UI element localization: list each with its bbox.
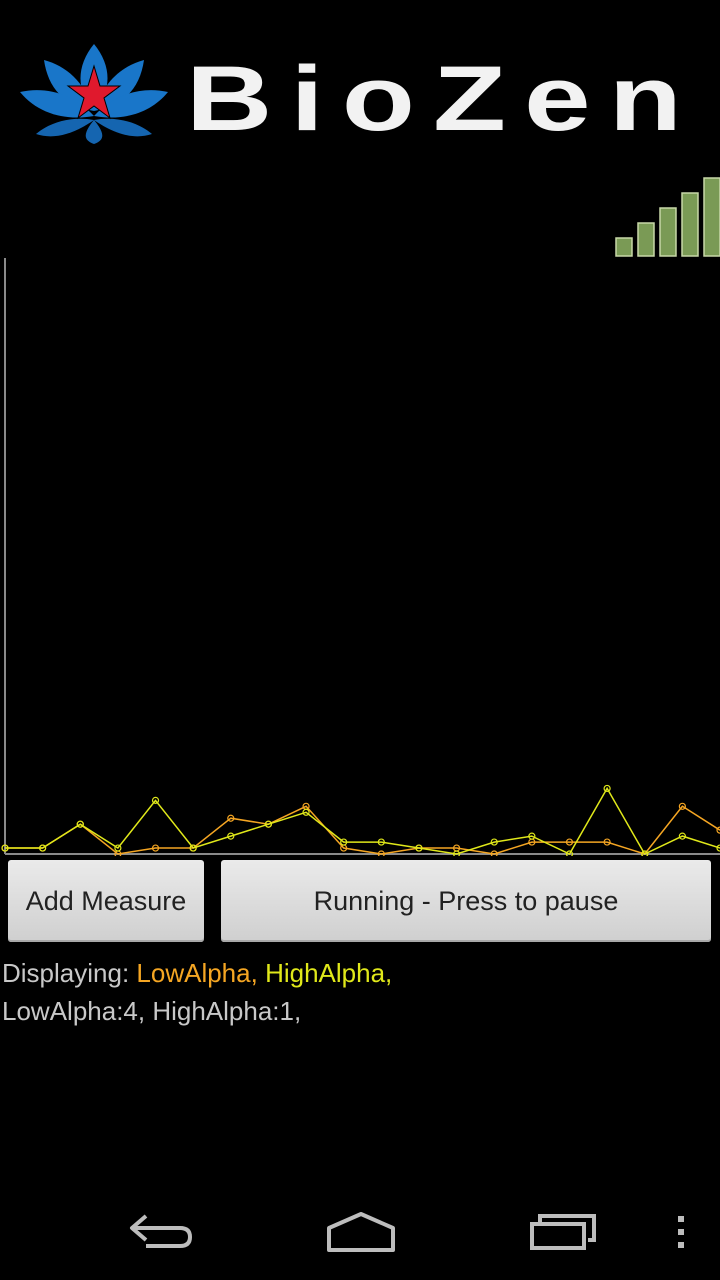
data-point [76, 820, 84, 828]
series-label-separator [258, 958, 265, 988]
logo-wordmark: BioZen [186, 48, 700, 148]
data-point [452, 850, 461, 856]
home-button[interactable] [318, 1202, 404, 1262]
series-line-0 [5, 805, 720, 855]
data-point [189, 844, 197, 852]
signal-strength-icon [615, 177, 720, 257]
displaying-label: Displaying: [2, 958, 137, 988]
series-line-1 [5, 786, 720, 855]
data-point [377, 838, 385, 846]
signal-bar [681, 192, 699, 257]
chart-series [1, 784, 720, 856]
data-point [490, 850, 498, 856]
data-point [603, 838, 611, 846]
data-point [678, 802, 686, 810]
series-label-low-alpha: LowAlpha, [136, 958, 258, 988]
recent-apps-button[interactable] [522, 1202, 602, 1262]
data-point [490, 838, 498, 846]
recent-apps-icon [530, 1214, 596, 1250]
data-point [151, 844, 160, 852]
data-point [302, 808, 310, 816]
back-icon [130, 1214, 193, 1248]
data-point [415, 844, 423, 852]
series-label-high-alpha: HighAlpha, [265, 958, 393, 988]
overflow-menu-button[interactable] [664, 1202, 698, 1262]
data-point [1, 844, 9, 852]
data-point [678, 832, 686, 840]
data-point [716, 826, 720, 834]
overflow-menu-icon [678, 1216, 684, 1248]
data-point [716, 844, 720, 852]
biozen-logo: BioZen [20, 44, 700, 148]
signal-bar [615, 237, 633, 257]
current-values-text: LowAlpha:4, HighAlpha:1, [2, 996, 302, 1026]
data-point [565, 838, 574, 846]
header: BioZen [0, 30, 720, 150]
signal-bar [703, 177, 720, 257]
data-point [528, 832, 536, 840]
data-point [377, 850, 385, 856]
signal-bar [637, 222, 655, 257]
data-point [641, 850, 649, 856]
navigation-bar [0, 1184, 720, 1280]
back-button[interactable] [120, 1202, 200, 1262]
data-point [603, 784, 611, 793]
data-point [264, 820, 273, 828]
data-point [227, 832, 235, 840]
data-point [340, 838, 348, 846]
data-point [114, 844, 122, 852]
data-point [565, 850, 574, 856]
home-icon [327, 1212, 395, 1252]
line-chart [1, 258, 720, 856]
data-point [227, 814, 235, 822]
displaying-line: Displaying: LowAlpha, HighAlpha, [2, 958, 392, 989]
add-measure-button[interactable]: Add Measure [8, 860, 204, 942]
run-pause-button[interactable]: Running - Press to pause [221, 860, 711, 942]
data-point [39, 844, 47, 852]
signal-bar [659, 207, 677, 257]
data-point [151, 796, 160, 804]
lotus-icon [20, 44, 168, 144]
